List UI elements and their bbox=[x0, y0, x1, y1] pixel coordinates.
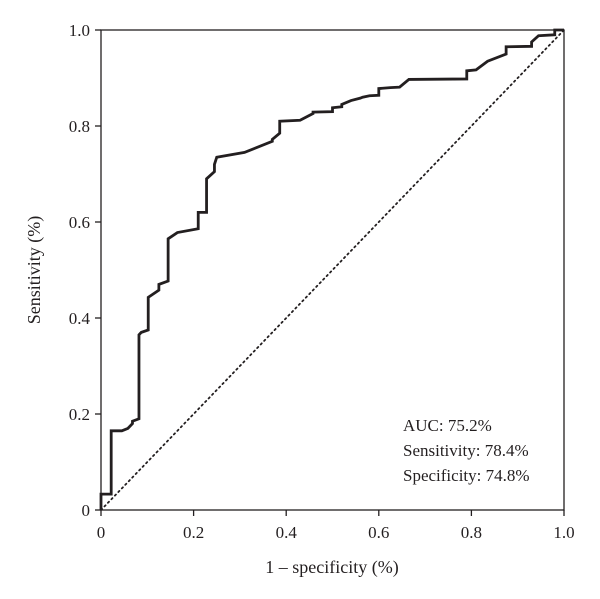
x-tick-label: 1.0 bbox=[553, 523, 574, 542]
x-tick-label: 0.8 bbox=[461, 523, 482, 542]
y-tick-label: 1.0 bbox=[69, 21, 90, 40]
roc-curve bbox=[99, 28, 564, 510]
y-axis-title: Sensitivity (%) bbox=[24, 216, 45, 325]
x-axis-title: 1 – specificity (%) bbox=[265, 557, 398, 578]
y-tick-labels: 0 0.2 0.4 0.6 0.8 1.0 bbox=[69, 21, 91, 520]
y-tick-label: 0.2 bbox=[69, 405, 90, 424]
x-tick-label: 0.6 bbox=[368, 523, 389, 542]
reference-diagonal bbox=[100, 29, 565, 511]
plot-frame bbox=[100, 29, 565, 511]
x-tick-label: 0 bbox=[97, 523, 106, 542]
y-tick-label: 0 bbox=[82, 501, 91, 520]
x-tick-label: 0.4 bbox=[276, 523, 298, 542]
tick-marks bbox=[95, 29, 565, 516]
x-tick-labels: 0 0.2 0.4 0.6 0.8 1.0 bbox=[97, 523, 575, 542]
auc-annotation: AUC: 75.2% bbox=[403, 416, 492, 435]
specificity-annotation: Specificity: 74.8% bbox=[403, 466, 530, 485]
x-tick-label: 0.2 bbox=[183, 523, 204, 542]
y-tick-label: 0.4 bbox=[69, 309, 91, 328]
y-tick-label: 0.8 bbox=[69, 117, 90, 136]
y-tick-label: 0.6 bbox=[69, 213, 90, 232]
sensitivity-annotation: Sensitivity: 78.4% bbox=[403, 441, 529, 460]
